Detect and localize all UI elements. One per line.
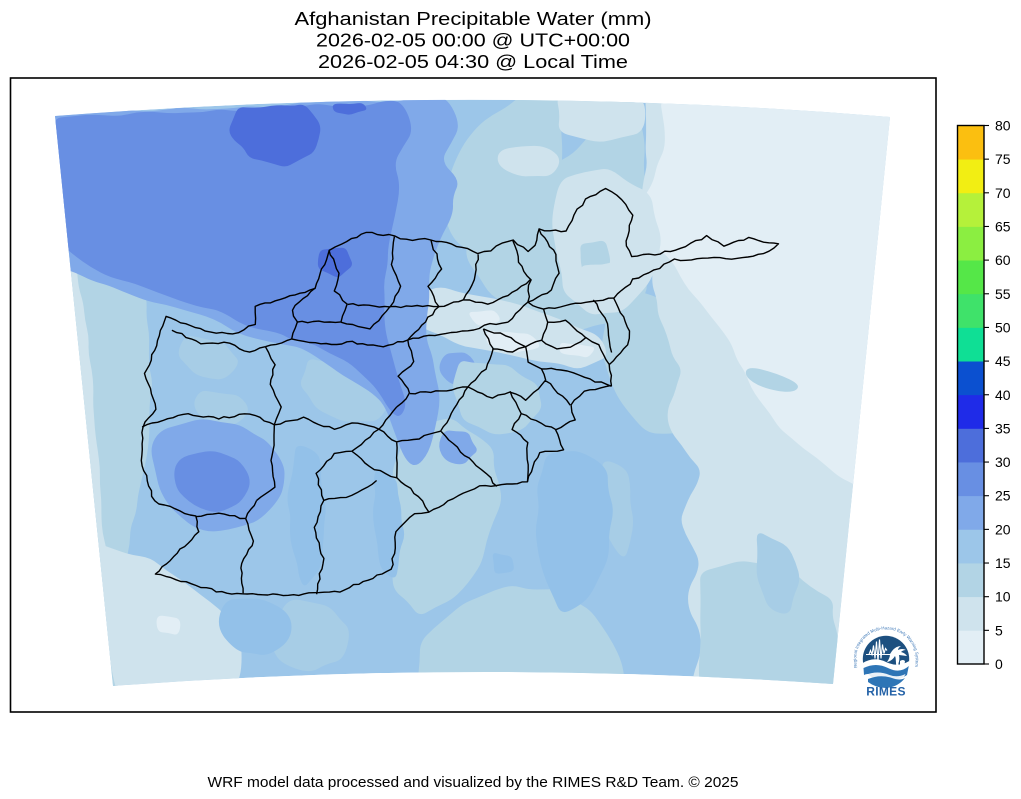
svg-text:30: 30 xyxy=(995,454,1011,470)
svg-text:5: 5 xyxy=(995,622,1003,638)
svg-text:70: 70 xyxy=(995,185,1011,201)
svg-text:WRF model data processed and v: WRF model data processed and visualized … xyxy=(208,775,739,791)
svg-text:10: 10 xyxy=(995,589,1011,605)
svg-text:20: 20 xyxy=(995,521,1011,537)
svg-text:40: 40 xyxy=(995,387,1011,403)
svg-text:2026-02-05 00:00 @ UTC+00:00: 2026-02-05 00:00 @ UTC+00:00 xyxy=(316,30,630,51)
svg-text:25: 25 xyxy=(995,488,1011,504)
svg-text:80: 80 xyxy=(995,118,1011,134)
svg-text:2026-02-05 04:30 @ Local Time: 2026-02-05 04:30 @ Local Time xyxy=(318,51,628,72)
svg-text:Afghanistan Precipitable Water: Afghanistan Precipitable Water (mm) xyxy=(295,8,652,29)
svg-text:RIMES: RIMES xyxy=(866,685,906,699)
svg-text:15: 15 xyxy=(995,555,1011,571)
svg-text:0: 0 xyxy=(995,656,1003,672)
svg-text:55: 55 xyxy=(995,286,1011,302)
svg-text:45: 45 xyxy=(995,353,1011,369)
svg-text:60: 60 xyxy=(995,252,1011,268)
svg-text:65: 65 xyxy=(995,218,1011,234)
svg-text:50: 50 xyxy=(995,319,1011,335)
svg-text:75: 75 xyxy=(995,151,1011,167)
svg-text:35: 35 xyxy=(995,420,1011,436)
